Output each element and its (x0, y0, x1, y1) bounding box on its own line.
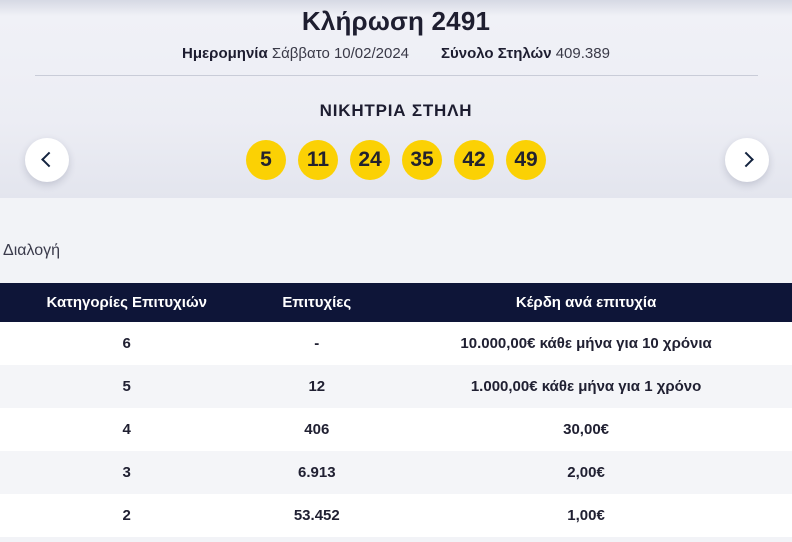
table-row: 4 406 30,00€ (0, 408, 792, 451)
selection-heading: Διαλογή (3, 242, 61, 259)
cell-winners: 53.452 (293, 507, 340, 524)
total-columns-value: 409.389 (555, 45, 610, 62)
table-row: 6 - 10.000,00€ κάθε μήνα για 10 χρόνια (0, 322, 792, 365)
winning-number-ball: 42 (454, 140, 494, 180)
table-row: 3 6.913 2,00€ (0, 451, 792, 494)
next-draw-button[interactable] (725, 138, 769, 182)
draw-meta: Ημερομηνία Σάββατο 10/02/2024 Σύνολο Στη… (0, 45, 792, 62)
total-columns-label: Σύνολο Στηλών (441, 45, 552, 62)
draw-date: Ημερομηνία Σάββατο 10/02/2024 (182, 45, 409, 62)
winning-column-heading: ΝΙΚΗΤΡΙΑ ΣΤΗΛΗ (319, 101, 473, 120)
winning-number-ball: 35 (402, 140, 442, 180)
cell-winners: 12 (308, 378, 326, 395)
winning-number-ball: 49 (506, 140, 546, 180)
results-section: Διαλογή Κατηγορίες Επιτυχιών Επιτυχίες Κ… (0, 198, 792, 542)
cell-category: 4 (122, 421, 131, 438)
draw-date-label: Ημερομηνία (182, 45, 268, 62)
table-row: 5 12 1.000,00€ κάθε μήνα για 1 χρόνο (0, 365, 792, 408)
cell-prize: 1.000,00€ κάθε μήνα για 1 χρόνο (470, 378, 702, 395)
table-row: 2 53.452 1,00€ (0, 494, 792, 537)
header-divider (35, 75, 758, 76)
cell-category: 3 (122, 464, 131, 481)
column-header-categories: Κατηγορίες Επιτυχιών (46, 294, 207, 311)
column-header-prize: Κέρδη ανά επιτυχία (515, 294, 657, 311)
cell-winners: - (314, 335, 320, 352)
column-header-winners: Επιτυχίες (282, 294, 352, 311)
draw-date-value: Σάββατο 10/02/2024 (271, 45, 410, 62)
chevron-right-icon (737, 151, 754, 167)
cell-winners: 406 (304, 421, 330, 438)
cell-winners: 6.913 (298, 464, 336, 481)
winning-number-ball: 24 (350, 140, 390, 180)
previous-draw-button[interactable] (25, 138, 69, 182)
cell-prize: 30,00€ (563, 421, 610, 438)
page-title: Κλήρωση 2491 (301, 6, 491, 36)
table-header-row: Κατηγορίες Επιτυχιών Επιτυχίες Κέρδη ανά… (0, 283, 792, 322)
cell-category: 2 (122, 507, 131, 524)
winning-number-ball: 5 (246, 140, 286, 180)
cell-prize: 10.000,00€ κάθε μήνα για 10 χρόνια (460, 335, 712, 352)
cell-category: 6 (122, 335, 131, 352)
winning-numbers: 5 11 24 35 42 49 (0, 140, 792, 180)
cell-prize: 1,00€ (567, 507, 605, 524)
prize-tiers-table: Κατηγορίες Επιτυχιών Επιτυχίες Κέρδη ανά… (0, 283, 792, 537)
draw-header-section: Κλήρωση 2491 Ημερομηνία Σάββατο 10/02/20… (0, 0, 792, 198)
winning-number-ball: 11 (298, 140, 338, 180)
cell-category: 5 (122, 378, 131, 395)
total-columns: Σύνολο Στηλών 409.389 (441, 45, 610, 62)
cell-prize: 2,00€ (567, 464, 605, 481)
chevron-left-icon (40, 151, 57, 167)
